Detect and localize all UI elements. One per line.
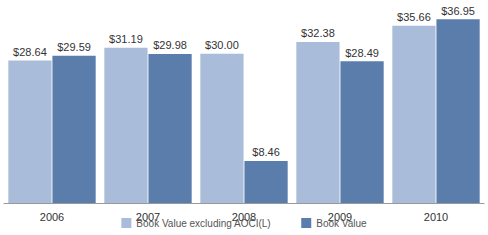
svg-text:$28.49: $28.49 — [345, 47, 379, 59]
svg-text:2006: 2006 — [40, 211, 64, 223]
svg-text:$35.66: $35.66 — [397, 11, 431, 23]
svg-text:Book Value excluding AOCI(L): Book Value excluding AOCI(L) — [136, 218, 270, 229]
svg-text:$31.19: $31.19 — [109, 33, 143, 45]
svg-text:2008: 2008 — [231, 210, 257, 223]
svg-text:Book Value: Book Value — [316, 218, 367, 229]
svg-text:2009: 2009 — [327, 210, 353, 223]
svg-text:$32.38: $32.38 — [301, 27, 335, 39]
svg-text:$29.59: $29.59 — [57, 41, 91, 53]
svg-text:$28.64: $28.64 — [13, 46, 47, 58]
svg-text:2010: 2010 — [424, 211, 448, 223]
svg-text:$36.95: $36.95 — [441, 5, 475, 17]
svg-text:$30.00: $30.00 — [205, 39, 239, 51]
svg-text:$8.46: $8.46 — [252, 146, 280, 158]
svg-text:2007: 2007 — [135, 210, 161, 223]
svg-text:$29.98: $29.98 — [153, 39, 187, 51]
